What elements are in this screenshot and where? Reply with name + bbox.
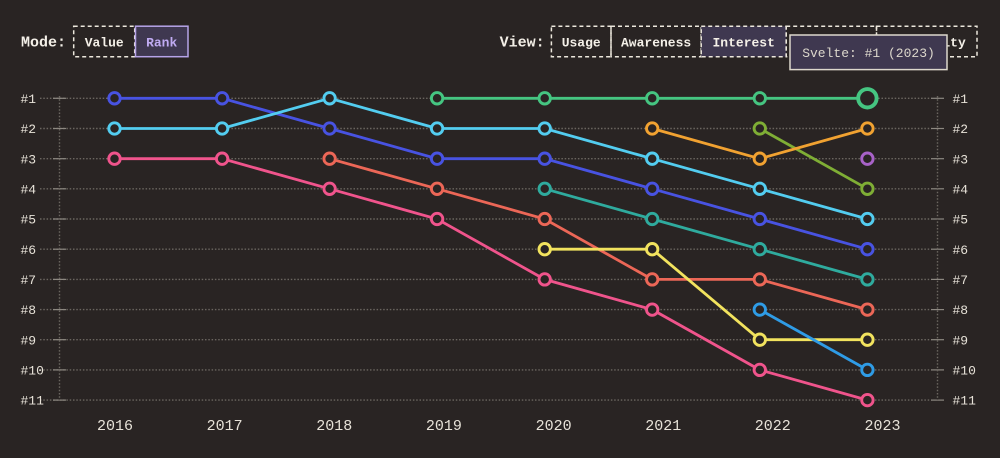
svg-text:#8: #8 bbox=[21, 303, 37, 318]
svg-text:#9: #9 bbox=[21, 333, 37, 348]
svg-text:View:: View: bbox=[500, 35, 545, 52]
svg-text:2020: 2020 bbox=[536, 418, 572, 435]
svg-text:Svelte: #1 (2023): Svelte: #1 (2023) bbox=[802, 46, 935, 61]
svg-text:#8: #8 bbox=[953, 303, 969, 318]
svg-text:Value: Value bbox=[85, 35, 124, 50]
svg-text:2017: 2017 bbox=[207, 418, 243, 435]
svg-text:#10: #10 bbox=[21, 364, 44, 379]
svg-text:2016: 2016 bbox=[97, 418, 133, 435]
svg-text:2022: 2022 bbox=[755, 418, 791, 435]
svg-text:Usage: Usage bbox=[562, 35, 601, 50]
svg-text:2021: 2021 bbox=[645, 418, 681, 435]
svg-text:#1: #1 bbox=[953, 92, 969, 107]
svg-text:#11: #11 bbox=[953, 394, 977, 409]
svg-text:Rank: Rank bbox=[146, 35, 177, 50]
svg-text:#3: #3 bbox=[21, 152, 37, 167]
svg-text:#6: #6 bbox=[21, 243, 37, 258]
svg-text:#5: #5 bbox=[953, 213, 969, 228]
svg-text:#4: #4 bbox=[953, 182, 969, 197]
svg-text:#1: #1 bbox=[21, 92, 37, 107]
svg-text:#3: #3 bbox=[953, 152, 969, 167]
svg-text:#7: #7 bbox=[953, 273, 969, 288]
svg-text:#11: #11 bbox=[21, 394, 45, 409]
svg-text:2023: 2023 bbox=[864, 418, 900, 435]
svg-text:#7: #7 bbox=[21, 273, 37, 288]
svg-text:#10: #10 bbox=[953, 364, 976, 379]
svg-text:Interest: Interest bbox=[712, 35, 774, 50]
svg-text:#2: #2 bbox=[21, 122, 37, 137]
svg-text:#9: #9 bbox=[953, 333, 969, 348]
svg-text:Mode:: Mode: bbox=[21, 35, 66, 52]
svg-text:#4: #4 bbox=[21, 182, 37, 197]
svg-text:#2: #2 bbox=[953, 122, 969, 137]
svg-text:#5: #5 bbox=[21, 213, 37, 228]
svg-text:Awareness: Awareness bbox=[621, 35, 691, 50]
svg-text:2018: 2018 bbox=[316, 418, 352, 435]
svg-text:2019: 2019 bbox=[426, 418, 462, 435]
svg-text:#6: #6 bbox=[953, 243, 969, 258]
